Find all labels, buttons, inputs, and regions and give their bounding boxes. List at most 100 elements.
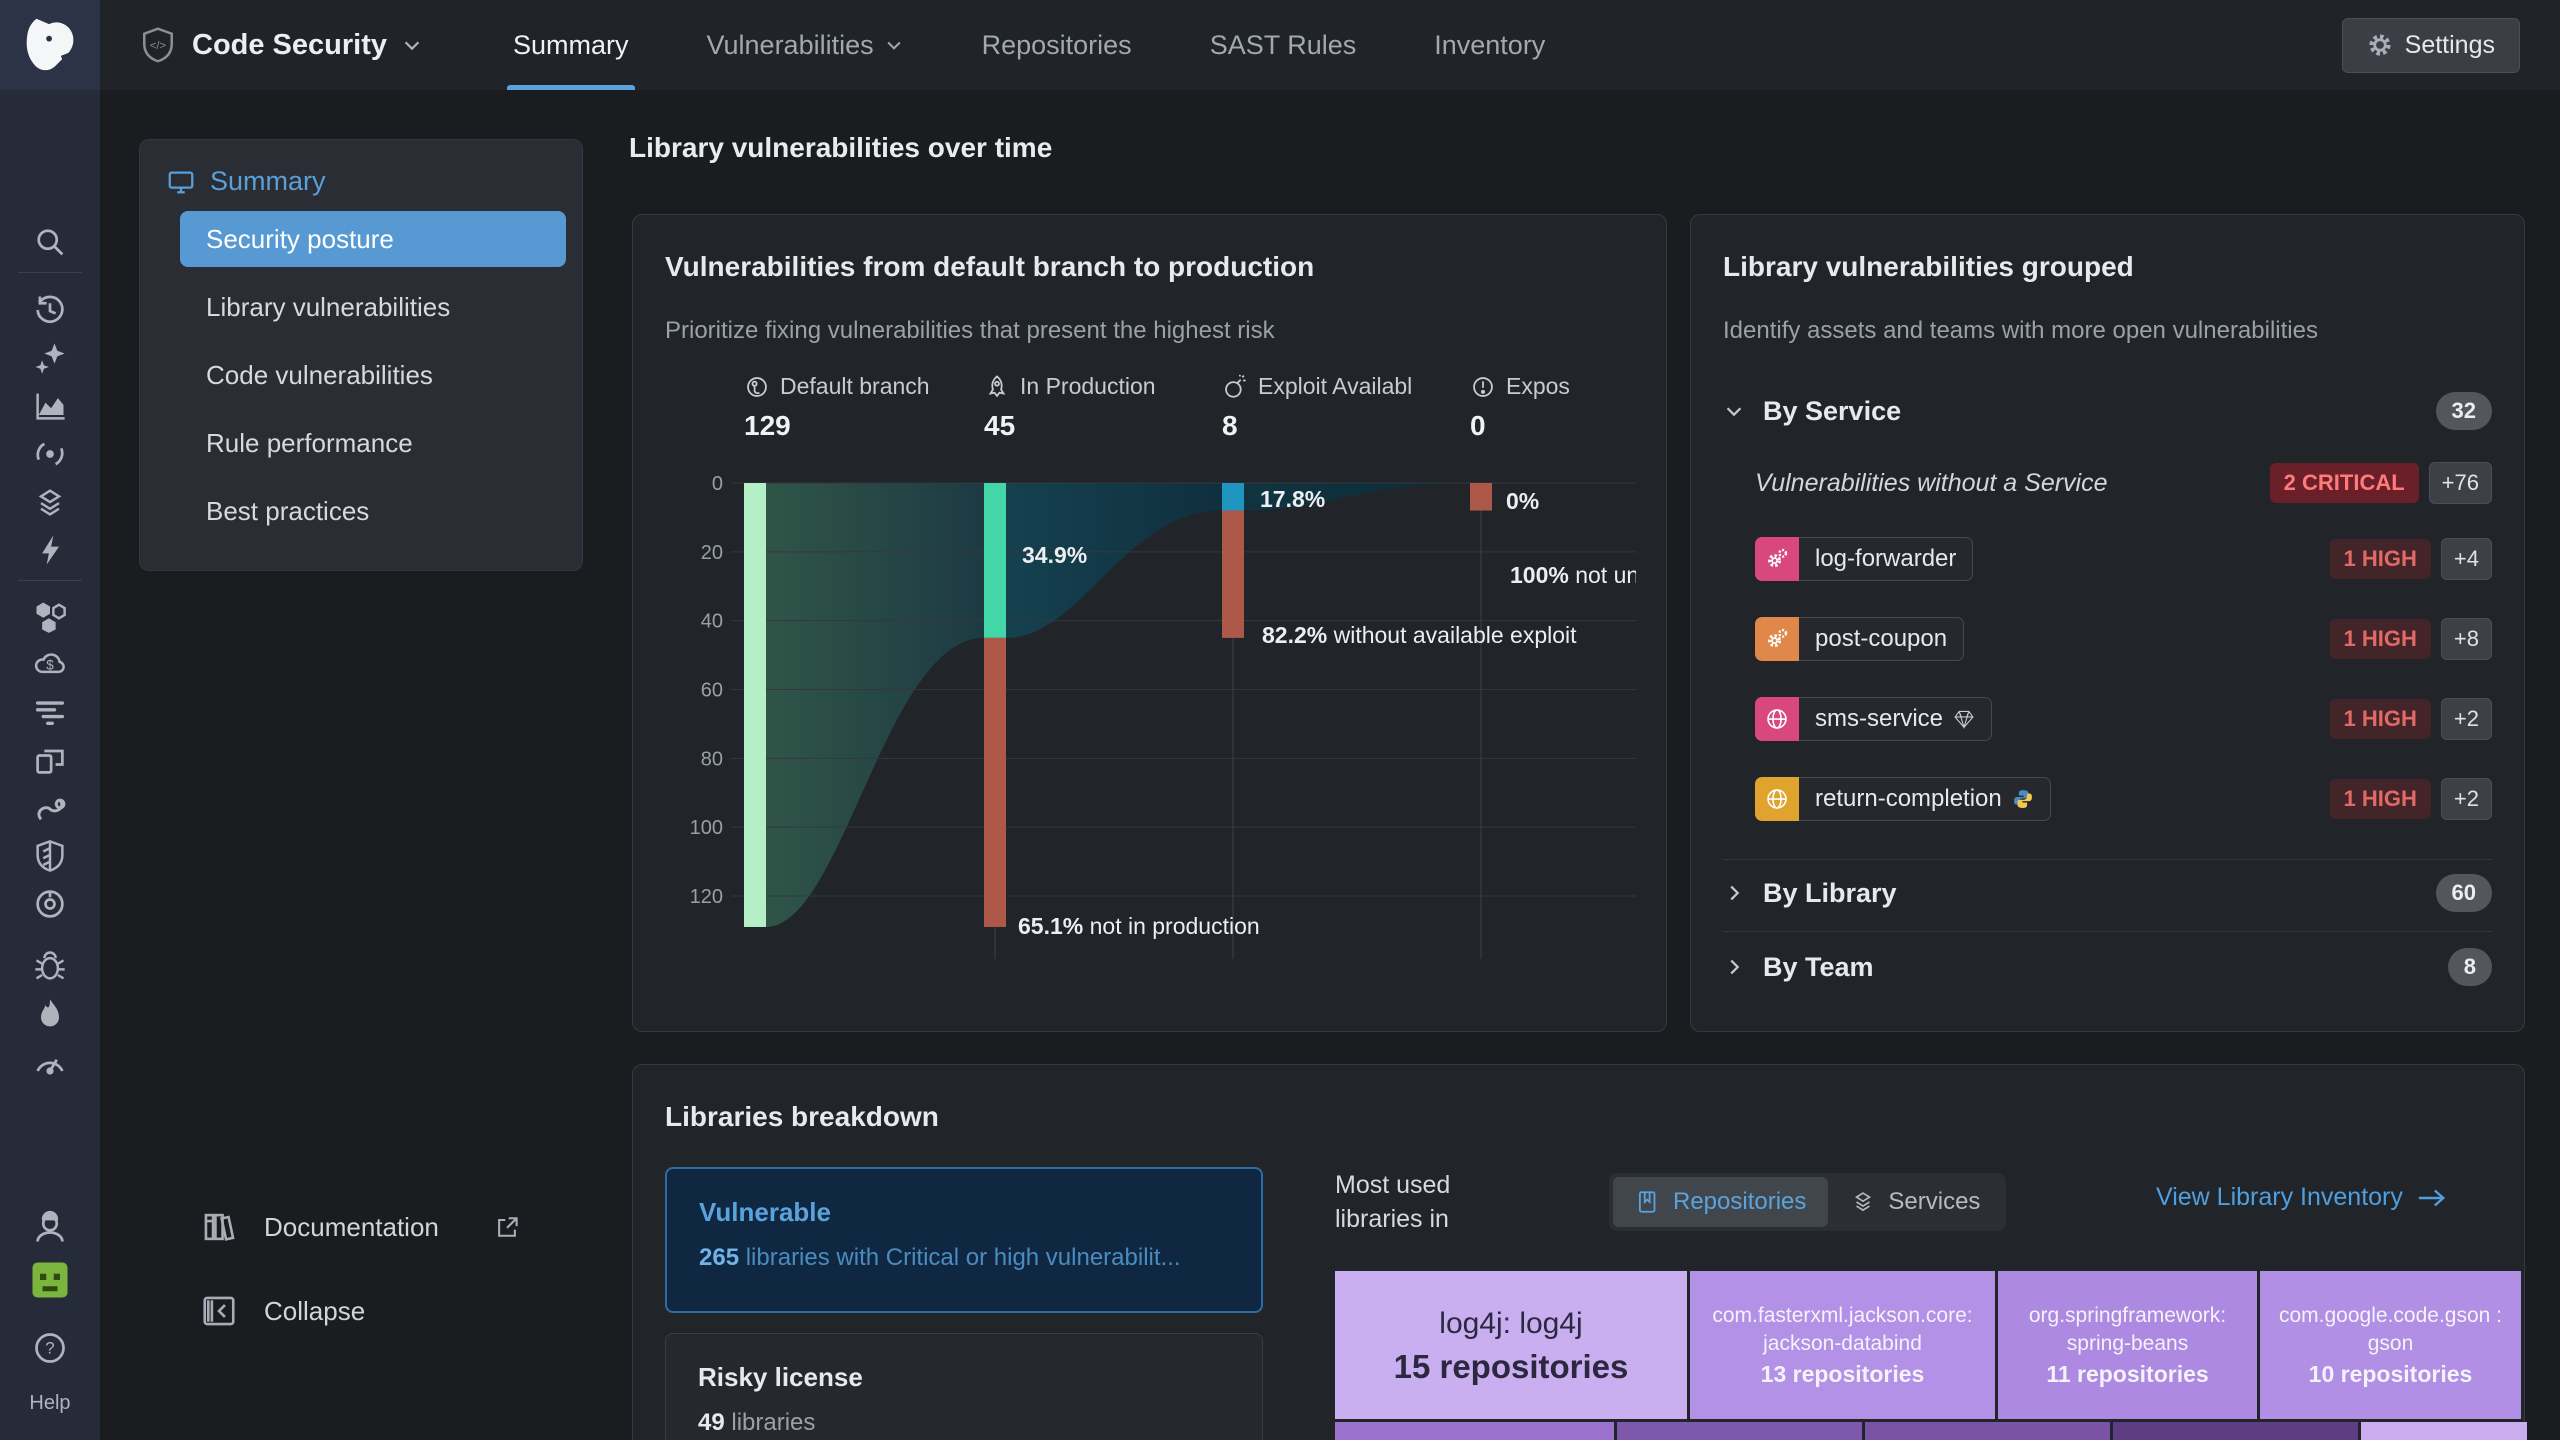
search-icon[interactable] xyxy=(0,220,100,264)
grouped-card-title: Library vulnerabilities grouped xyxy=(1723,251,2134,282)
high-badge: 1 HIGH xyxy=(2329,699,2431,739)
service-row-sms-service[interactable]: sms-service 1 HIGH +2 xyxy=(1755,697,2492,741)
stat-in-production: In Production 45 xyxy=(984,373,1156,441)
treemap-cell[interactable]: log4j: log4j 15 repositories xyxy=(1335,1271,1687,1419)
events-bolt-icon[interactable] xyxy=(0,528,100,572)
service-row-post-coupon[interactable]: post-coupon 1 HIGH +8 xyxy=(1755,617,2492,661)
row-no-service[interactable]: Vulnerabilities without a Service 2 CRIT… xyxy=(1755,461,2492,505)
help-label: Help xyxy=(29,1392,71,1414)
settings-label: Settings xyxy=(2404,30,2495,59)
sensitive-data-icon[interactable] xyxy=(0,882,100,926)
tab-repositories[interactable]: Repositories xyxy=(981,29,1132,60)
sidebar-item-library-vulnerabilities[interactable]: Library vulnerabilities xyxy=(206,291,451,322)
documentation-link[interactable]: Documentation xyxy=(200,1208,521,1246)
svg-text:82.2% without available exploi: 82.2% without available exploit xyxy=(1262,622,1577,648)
worker-icon[interactable] xyxy=(0,1206,100,1250)
divider xyxy=(1723,931,2492,932)
risky-license-tile[interactable]: Risky license 49 libraries xyxy=(665,1333,1263,1440)
more-badge: +8 xyxy=(2440,618,2492,660)
nav-tabs: Summary Vulnerabilities Repositories SAS… xyxy=(507,0,1546,90)
tab-inventory[interactable]: Inventory xyxy=(1434,29,1546,60)
history-icon[interactable] xyxy=(0,288,100,332)
stack-icon xyxy=(1850,1189,1876,1215)
sidebar-item-best-practices[interactable]: Best practices xyxy=(206,495,370,526)
treemap-cell[interactable] xyxy=(2113,1422,2358,1440)
product-switcher[interactable]: </> Code Security xyxy=(138,25,423,65)
sidebar-item-code-vulnerabilities[interactable]: Code vulnerabilities xyxy=(206,359,433,390)
high-badge: 1 HIGH xyxy=(2329,539,2431,579)
svg-text:60: 60 xyxy=(701,680,723,702)
tab-summary[interactable]: Summary xyxy=(507,0,635,90)
rail-separator xyxy=(18,272,82,273)
view-library-inventory-link[interactable]: View Library Inventory xyxy=(2156,1183,2447,1212)
logs-icon[interactable] xyxy=(0,690,100,734)
app-security-shield-icon[interactable] xyxy=(0,834,100,878)
group-by-library[interactable]: By Library 60 xyxy=(1723,871,2492,915)
globe-icon xyxy=(1755,697,1799,741)
quality-gauge-icon[interactable] xyxy=(0,1040,100,1084)
datadog-logo[interactable] xyxy=(0,0,100,90)
tab-sast-rules[interactable]: SAST Rules xyxy=(1209,29,1357,60)
arrow-right-icon xyxy=(2417,1186,2447,1210)
libraries-card-title: Libraries breakdown xyxy=(665,1101,939,1132)
treemap-cell[interactable] xyxy=(1617,1422,1862,1440)
service-map-icon[interactable] xyxy=(0,594,100,638)
sidebar-item-rule-performance[interactable]: Rule performance xyxy=(206,427,413,458)
high-badge: 1 HIGH xyxy=(2329,619,2431,659)
treemap-cell[interactable] xyxy=(1335,1422,1614,1440)
collapse-panel-icon xyxy=(200,1292,238,1330)
bug-icon[interactable] xyxy=(0,944,100,988)
vulnerable-tile[interactable]: Vulnerable 265 libraries with Critical o… xyxy=(665,1167,1263,1313)
svg-text:40: 40 xyxy=(701,611,723,633)
globe-icon xyxy=(1755,777,1799,821)
help-icon[interactable]: ? xyxy=(0,1326,100,1370)
avatar[interactable] xyxy=(0,1258,100,1302)
treemap-cell[interactable]: org.springframework: spring-beans 11 repo… xyxy=(1998,1271,2257,1419)
group-by-service[interactable]: By Service 32 xyxy=(1723,389,2492,433)
metrics-icon[interactable] xyxy=(0,384,100,428)
collapse-sidebar-button[interactable]: Collapse xyxy=(200,1292,365,1330)
funnel-chart: 0 20 40 60 80 100 120 34.9% 65.1% not in product… xyxy=(690,473,1636,959)
count-badge: 60 xyxy=(2435,874,2492,912)
high-badge: 1 HIGH xyxy=(2329,779,2431,819)
rum-icon[interactable] xyxy=(0,738,100,782)
chevron-down-icon xyxy=(1723,400,1745,422)
external-link-icon xyxy=(493,1213,521,1241)
tab-vulnerabilities[interactable]: Vulnerabilities xyxy=(707,0,904,90)
svg-text:100: 100 xyxy=(690,817,723,839)
pipelines-icon[interactable] xyxy=(0,786,100,830)
most-used-label: Most used libraries in xyxy=(1335,1171,1451,1233)
chevron-down-icon xyxy=(401,34,423,56)
treemap-cell[interactable] xyxy=(2361,1422,2527,1440)
treemap-cell[interactable] xyxy=(1865,1422,2110,1440)
cloud-cost-icon[interactable]: $ xyxy=(0,642,100,686)
stat-exposed: Expos 0 xyxy=(1470,373,1570,441)
settings-button[interactable]: Settings xyxy=(2341,17,2520,73)
funnel-card: Vulnerabilities from default branch to p… xyxy=(632,214,1667,1032)
count-badge: 32 xyxy=(2435,392,2492,430)
sidebar-header: Summary xyxy=(166,166,582,197)
layers-icon[interactable] xyxy=(0,480,100,524)
profiling-flame-icon[interactable] xyxy=(0,992,100,1036)
svg-text:</>: </> xyxy=(150,40,167,52)
toggle-repositories[interactable]: Repositories xyxy=(1613,1177,1829,1227)
toggle-services[interactable]: Services xyxy=(1828,1177,2002,1227)
stat-default-branch: Default branch 129 xyxy=(744,373,930,441)
svg-text:34.9%: 34.9% xyxy=(1022,542,1087,568)
treemap-cell[interactable]: com.google.code.gson : gson 10 repositori… xyxy=(2260,1271,2521,1419)
more-badge: +76 xyxy=(2428,462,2492,504)
sparkles-icon[interactable] xyxy=(0,336,100,380)
service-row-return-completion[interactable]: return-completion 1 HIGH +2 xyxy=(1755,777,2492,821)
summary-sidebar-panel: Summary Security posture Library vulnera… xyxy=(139,139,583,571)
main-content: Summary Security posture Library vulnera… xyxy=(100,90,2560,1440)
treemap-cell[interactable]: com.fasterxml.jackson.core: jackson-data… xyxy=(1690,1271,1995,1419)
more-badge: +4 xyxy=(2440,538,2492,580)
rail-separator xyxy=(18,580,82,581)
service-row-log-forwarder[interactable]: log-forwarder 1 HIGH +4 xyxy=(1755,537,2492,581)
svg-text:100% not un: 100% not un xyxy=(1510,562,1636,588)
sidebar-item-security-posture[interactable]: Security posture xyxy=(180,211,566,267)
group-by-team[interactable]: By Team 8 xyxy=(1723,945,2492,989)
watchdog-icon[interactable] xyxy=(0,432,100,476)
count-badge: 8 xyxy=(2447,948,2492,986)
